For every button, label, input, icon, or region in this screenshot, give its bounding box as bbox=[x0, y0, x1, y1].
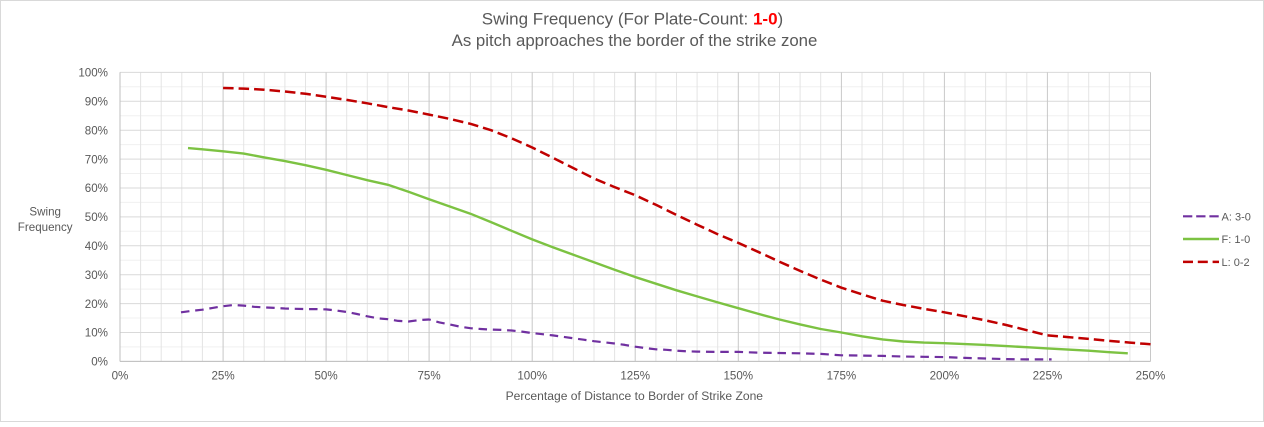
svg-text:100%: 100% bbox=[78, 67, 108, 80]
svg-text:60%: 60% bbox=[85, 182, 108, 195]
svg-text:Frequency: Frequency bbox=[18, 221, 73, 234]
svg-text:Swing: Swing bbox=[29, 205, 61, 218]
svg-text:25%: 25% bbox=[211, 370, 234, 383]
svg-text:200%: 200% bbox=[930, 370, 960, 383]
svg-text:225%: 225% bbox=[1033, 370, 1063, 383]
svg-text:0%: 0% bbox=[91, 356, 108, 369]
svg-text:30%: 30% bbox=[85, 269, 108, 282]
svg-text:10%: 10% bbox=[85, 327, 108, 340]
svg-text:90%: 90% bbox=[85, 96, 108, 109]
svg-text:Percentage of Distance to Bord: Percentage of Distance to Border of Stri… bbox=[506, 389, 764, 403]
svg-text:175%: 175% bbox=[827, 370, 857, 383]
svg-text:A: 3-0: A: 3-0 bbox=[1222, 211, 1251, 223]
svg-text:F: 1-0: F: 1-0 bbox=[1222, 234, 1251, 246]
svg-text:70%: 70% bbox=[85, 153, 108, 166]
svg-text:Swing Frequency (For Plate-Cou: Swing Frequency (For Plate-Count: 1-0) bbox=[482, 10, 783, 29]
svg-text:L: 0-2: L: 0-2 bbox=[1222, 257, 1250, 269]
svg-text:100%: 100% bbox=[517, 370, 547, 383]
svg-text:0%: 0% bbox=[112, 370, 129, 383]
svg-text:125%: 125% bbox=[620, 370, 650, 383]
svg-text:20%: 20% bbox=[85, 298, 108, 311]
svg-text:150%: 150% bbox=[723, 370, 753, 383]
svg-text:75%: 75% bbox=[417, 370, 440, 383]
svg-text:50%: 50% bbox=[314, 370, 337, 383]
svg-text:80%: 80% bbox=[85, 124, 108, 137]
svg-text:250%: 250% bbox=[1136, 370, 1166, 383]
svg-text:50%: 50% bbox=[85, 211, 108, 224]
svg-text:40%: 40% bbox=[85, 240, 108, 253]
svg-text:As pitch approaches the border: As pitch approaches the border of the st… bbox=[452, 31, 818, 50]
